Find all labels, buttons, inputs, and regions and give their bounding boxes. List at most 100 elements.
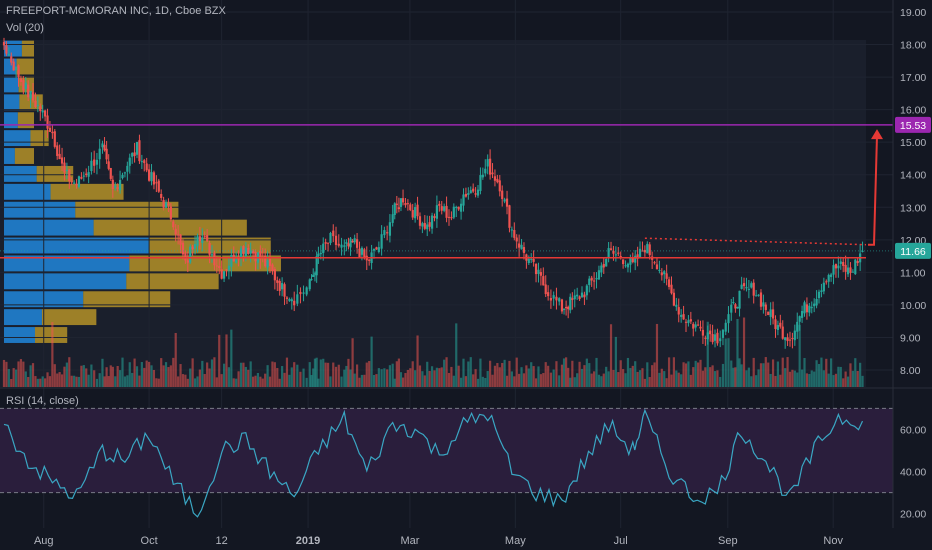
price-axis-tick: 17.00 xyxy=(900,72,926,84)
volume-bar xyxy=(355,364,359,387)
candle-body xyxy=(844,264,847,272)
time-axis-tick: Sep xyxy=(718,535,738,547)
volume-bar xyxy=(259,376,262,387)
candle-body xyxy=(764,304,767,311)
candle-body xyxy=(663,271,666,275)
volume-bar xyxy=(90,364,93,387)
candle-body xyxy=(247,247,250,255)
volume-bar xyxy=(713,371,717,387)
candle-body xyxy=(377,247,380,252)
volume-bar xyxy=(401,377,405,387)
volume-bar xyxy=(157,378,160,387)
volume-bar xyxy=(41,376,44,387)
candle-body xyxy=(152,172,156,185)
volume-bar xyxy=(428,370,431,387)
volume-bar xyxy=(160,358,163,387)
volume-bar xyxy=(721,363,725,387)
candle-body xyxy=(95,159,99,165)
volume-bar xyxy=(70,375,73,387)
volume-bar xyxy=(150,365,153,387)
volume-bar xyxy=(109,365,112,387)
volume-bar xyxy=(440,367,443,387)
candle-body xyxy=(283,284,286,297)
volume-bar xyxy=(803,357,806,387)
volume-bar xyxy=(788,371,792,387)
volume-bar xyxy=(414,370,417,387)
candle-body xyxy=(249,250,252,254)
volume-bar xyxy=(201,360,204,387)
candle-body xyxy=(861,250,864,252)
candle-body xyxy=(428,222,431,227)
candle-body xyxy=(430,215,434,229)
volume-profile-down xyxy=(126,273,219,290)
volume-bar xyxy=(861,375,864,387)
candle-body xyxy=(101,143,104,148)
volume-bar xyxy=(493,365,497,387)
volume-bar xyxy=(268,376,272,387)
candle-body xyxy=(658,269,661,271)
candle-body xyxy=(677,307,680,315)
volume-bar xyxy=(555,361,558,387)
candle-body xyxy=(324,242,327,244)
candle-body xyxy=(464,193,468,197)
volume-bar xyxy=(479,358,482,387)
candle-body xyxy=(251,250,255,254)
volume-bar xyxy=(851,370,854,387)
last-price-tag-text: 11.66 xyxy=(900,246,926,258)
candle-body xyxy=(830,274,833,277)
volume-bar xyxy=(152,369,156,387)
candle-body xyxy=(109,167,112,179)
volume-bar xyxy=(597,374,601,387)
volume-bar xyxy=(569,377,572,387)
volume-bar xyxy=(383,368,386,387)
candle-body xyxy=(230,255,233,267)
volume-bar xyxy=(5,361,8,387)
candle-body xyxy=(167,203,170,206)
volume-bar xyxy=(380,369,383,387)
candle-body xyxy=(588,278,591,285)
candle-body xyxy=(98,148,101,160)
volume-bar xyxy=(842,378,845,387)
candle-body xyxy=(264,255,267,267)
candle-body xyxy=(360,247,364,255)
candle-body xyxy=(619,255,622,258)
candle-body xyxy=(571,298,574,300)
candle-body xyxy=(505,198,509,207)
volume-bar xyxy=(358,377,361,387)
candle-body xyxy=(856,261,859,264)
volume-bar xyxy=(740,364,743,387)
candle-body xyxy=(711,334,714,343)
volume-bar xyxy=(696,362,700,387)
candle-body xyxy=(5,45,8,54)
candle-body xyxy=(578,296,581,300)
candle-body xyxy=(738,290,741,309)
dotted-trendline xyxy=(644,237,867,246)
candle-body xyxy=(7,54,10,56)
volume-bar xyxy=(759,363,763,387)
volume-bar xyxy=(46,372,49,387)
candle-body xyxy=(709,330,712,335)
volume-bar xyxy=(247,369,250,387)
candle-body xyxy=(774,319,777,330)
candle-body xyxy=(401,198,405,203)
volume-bar xyxy=(643,378,646,387)
volume-bar xyxy=(73,375,76,387)
volume-bar xyxy=(592,371,596,387)
candle-body xyxy=(590,277,593,281)
volume-bar xyxy=(319,359,322,387)
volume-bar xyxy=(290,367,293,387)
volume-bar xyxy=(844,371,847,387)
volume-bar xyxy=(254,375,257,387)
volume-bar xyxy=(680,374,683,387)
volume-bar xyxy=(39,378,42,387)
volume-bar xyxy=(404,373,407,387)
candle-body xyxy=(302,292,305,294)
volume-profile-down xyxy=(34,327,68,343)
candle-body xyxy=(515,237,518,242)
candle-body xyxy=(14,66,18,71)
candle-body xyxy=(140,161,143,163)
candle-body xyxy=(315,256,318,276)
candle-body xyxy=(694,324,697,328)
price-axis-tick: 16.00 xyxy=(900,105,926,117)
volume-bar xyxy=(208,368,211,387)
